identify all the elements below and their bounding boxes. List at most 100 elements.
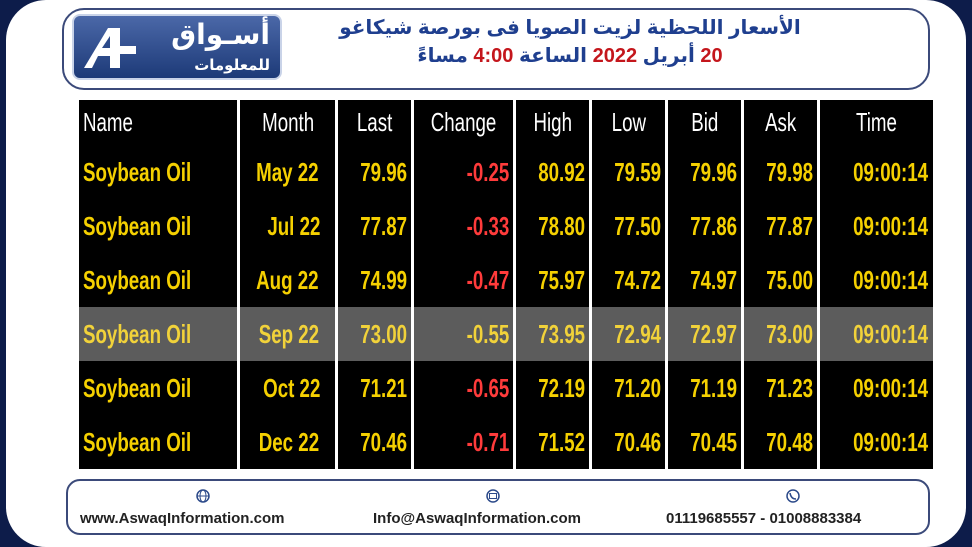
table-cell-text: Oct 22 [262,372,320,403]
title: الأسعار اللحظية لزيت الصويا فى بورصة شيك… [300,14,840,70]
column-header: High [516,100,590,145]
table-cell: 77.87 [338,199,412,253]
subtitle-line: 20 أبريل 2022 الساعة 4:00 مساءً [300,42,840,70]
data-row: Soybean Oil May 22 79.96 -0.25 80.92 79.59 79.… [79,145,933,199]
table-cell: 74.97 [668,253,742,307]
table-cell-text: 09:00:14 [853,318,929,349]
table-cell-text: 77.50 [614,210,662,241]
table-cell-text: 72.97 [690,318,738,349]
hour-word: الساعة [518,45,588,67]
table-cell-text: 79.96 [690,156,738,187]
table-cell-text: 73.00 [766,318,814,349]
table-cell: 09:00:14 [820,415,933,469]
logo-title: أسـواق [171,19,270,50]
table-cell: 70.46 [592,415,666,469]
table-cell-text: Jul 22 [267,210,321,241]
table-cell-text: -0.71 [466,426,510,457]
table-cell: Dec 22 [240,415,335,469]
table-cell: 79.96 [338,145,412,199]
table-cell: 71.20 [592,361,666,415]
table-cell: 09:00:14 [820,253,933,307]
column-header: Time [820,100,933,145]
table-cell: -0.25 [414,145,514,199]
table-cell: 79.59 [592,145,666,199]
table-cell: 73.00 [338,307,412,361]
column-header: Last [338,100,412,145]
table-cell-text: 09:00:14 [853,264,929,295]
table-cell-text: Soybean Oil [83,372,192,403]
website: www.AswaqInformation.com [80,510,285,527]
table-cell-text: -0.25 [466,156,510,187]
table-cell: 78.80 [516,199,590,253]
table-cell: -0.65 [414,361,514,415]
table-cell: 77.86 [668,199,742,253]
month: أبريل [642,45,695,67]
table-cell-text: Soybean Oil [83,318,192,349]
table-cell-text: 79.96 [360,156,408,187]
table-cell-text: 73.00 [360,318,408,349]
table-cell: 09:00:14 [820,361,933,415]
table-cell-text: Soybean Oil [83,426,192,457]
table-cell-text: 71.21 [360,372,408,403]
table-cell: 09:00:14 [820,199,933,253]
table-cell-text: 75.97 [538,264,586,295]
table-cell-text: 79.98 [766,156,814,187]
table-cell-text: 77.87 [360,210,408,241]
time: 4:00 [473,45,514,67]
logo-subtitle: للمعلومات [194,57,270,74]
footer: www.AswaqInformation.com Info@AswaqInfor… [66,479,930,535]
table-cell: 72.94 [592,307,666,361]
header-row: Name Month Last Change High Low Bid Ask Time [79,100,933,145]
table-cell: Soybean Oil [79,361,238,415]
column-header-text: High [533,107,572,137]
table-cell-text: -0.65 [466,372,510,403]
data-row: Soybean Oil Aug 22 74.99 -0.47 75.97 74.72 74.… [79,253,933,307]
table-cell-text: Soybean Oil [83,210,192,241]
table-cell: Aug 22 [240,253,335,307]
table-cell-text: May 22 [256,156,319,187]
table-cell-text: 70.46 [614,426,662,457]
column-header-text: Month [261,107,314,137]
column-header: Ask [744,100,818,145]
table-cell: Jul 22 [240,199,335,253]
table-cell: 71.19 [668,361,742,415]
table-cell: 77.50 [592,199,666,253]
table-cell-text: Soybean Oil [83,264,192,295]
table-cell-text: -0.33 [466,210,510,241]
table-cell-text: 74.99 [360,264,408,295]
table-cell: 71.52 [516,415,590,469]
table-cell-text: 72.19 [538,372,586,403]
data-row: Soybean Oil Jul 22 77.87 -0.33 78.80 77.50 77.… [79,199,933,253]
table-cell: Oct 22 [240,361,335,415]
table-cell: 70.48 [744,415,818,469]
column-header: Name [79,100,238,145]
table-cell: Soybean Oil [79,253,238,307]
table-cell-text: 71.23 [766,372,814,403]
table-cell: 71.23 [744,361,818,415]
table-cell: -0.71 [414,415,514,469]
table-cell-text: 80.92 [538,156,586,187]
table-cell: Soybean Oil [79,307,238,361]
table-cell-text: Aug 22 [256,264,319,295]
day: 20 [700,45,723,67]
table-cell-text: 09:00:14 [853,372,929,403]
table-cell: 09:00:14 [820,145,933,199]
table-cell-text: 70.48 [766,426,814,457]
table-cell-text: Soybean Oil [83,156,192,187]
table-cell-text: 77.86 [690,210,738,241]
table-cell: 75.97 [516,253,590,307]
data-row: Soybean Oil Sep 22 73.00 -0.55 73.95 72.94 72.… [79,307,933,361]
table-cell: 79.98 [744,145,818,199]
web-icon [196,489,210,503]
phone: 01119685557 - 01008883384 [666,510,862,527]
table-cell-text: 72.94 [614,318,662,349]
title-line: الأسعار اللحظية لزيت الصويا فى بورصة شيك… [339,17,801,39]
table-cell: 73.00 [744,307,818,361]
table-cell: Soybean Oil [79,199,238,253]
table-cell: 75.00 [744,253,818,307]
table-cell: 77.87 [744,199,818,253]
column-header-text: Change [430,107,497,137]
price-table: Name Month Last Change High Low Bid Ask Time Soyb… [76,100,936,469]
email: Info@AswaqInformation.com [373,510,581,527]
